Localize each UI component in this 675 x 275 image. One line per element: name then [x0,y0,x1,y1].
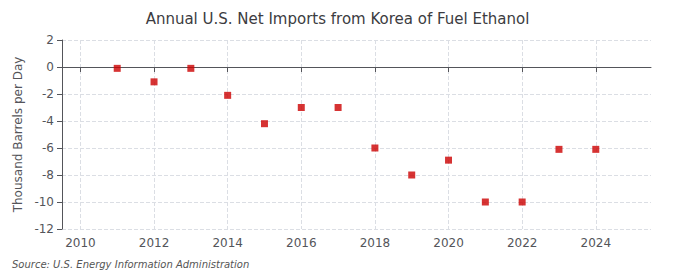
svg-text:-8: -8 [42,168,54,182]
svg-text:2012: 2012 [139,236,170,250]
svg-text:2016: 2016 [286,236,317,250]
svg-text:2024: 2024 [581,236,612,250]
svg-text:2022: 2022 [507,236,538,250]
svg-text:Source: U.S. Energy Informatio: Source: U.S. Energy Information Administ… [12,259,249,270]
svg-text:2018: 2018 [360,236,391,250]
svg-text:-10: -10 [34,195,54,209]
svg-text:Annual U.S. Net Imports from K: Annual U.S. Net Imports from Korea of Fu… [146,10,530,28]
svg-text:2014: 2014 [212,236,243,250]
svg-text:-6: -6 [42,141,54,155]
svg-text:2010: 2010 [65,236,96,250]
svg-text:-12: -12 [34,222,54,236]
svg-text:2020: 2020 [433,236,464,250]
svg-text:0: 0 [46,60,54,74]
svg-text:Thousand Barrels per Day: Thousand Barrels per Day [11,57,25,214]
svg-text:-4: -4 [42,114,54,128]
svg-text:2: 2 [46,33,54,47]
svg-text:-2: -2 [42,87,54,101]
